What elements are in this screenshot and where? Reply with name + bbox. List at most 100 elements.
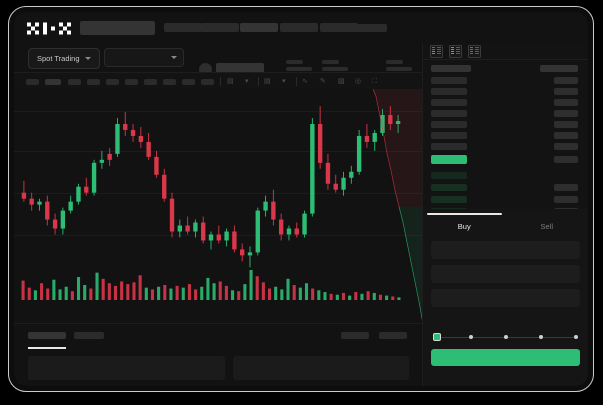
bid-row-size[interactable] xyxy=(554,196,578,203)
slider-stop-25[interactable] xyxy=(469,335,474,339)
gridline-3 xyxy=(14,193,423,194)
price-field[interactable] xyxy=(431,241,580,259)
ask-row-size[interactable] xyxy=(554,121,578,128)
ask-row-price[interactable] xyxy=(431,132,467,139)
ask-row-price[interactable] xyxy=(431,121,467,128)
timeframe-5[interactable] xyxy=(106,79,119,85)
ticker-stat-3 xyxy=(386,60,412,71)
timeframe-3[interactable] xyxy=(68,79,81,85)
tab-sell[interactable]: Sell xyxy=(540,221,553,231)
amount-percent-slider[interactable] xyxy=(433,333,578,341)
nav-item-5[interactable] xyxy=(320,23,358,32)
ask-row-size[interactable] xyxy=(554,77,578,84)
ticker-stat-2 xyxy=(322,60,348,71)
orders-panel xyxy=(14,323,423,386)
pencil-icon[interactable]: ✎ xyxy=(320,78,326,85)
ticker-stat-3-value xyxy=(386,67,412,71)
orderbook-col-size xyxy=(540,65,578,72)
market-type-label: Spot Trading xyxy=(37,54,80,63)
bottom-tab-active-underline xyxy=(28,347,66,349)
ask-row-size[interactable] xyxy=(554,110,578,117)
timeframe-9[interactable] xyxy=(182,79,195,85)
toolbar-divider-2 xyxy=(258,77,259,86)
bottom-panel-left xyxy=(28,356,225,380)
depth-overlay xyxy=(373,89,423,324)
submit-order-button[interactable] xyxy=(431,349,580,366)
nav-item-1[interactable] xyxy=(164,23,202,32)
ask-row-price[interactable] xyxy=(431,88,467,95)
market-type-dropdown[interactable]: Spot Trading xyxy=(28,48,100,69)
gridline-1 xyxy=(14,111,423,112)
tab-buy[interactable]: Buy xyxy=(457,221,471,231)
orderbook-layout-switcher xyxy=(430,45,481,58)
ticker-stat-1 xyxy=(286,60,312,71)
fullscreen-icon[interactable]: ⛶ xyxy=(372,78,377,85)
timeframe-7[interactable] xyxy=(144,79,157,85)
ask-row-price[interactable] xyxy=(431,99,467,106)
timeframe-6[interactable] xyxy=(125,79,138,85)
bid-row-price[interactable] xyxy=(431,184,467,191)
ticker-stat-2-label xyxy=(322,60,339,64)
timeframe-1[interactable] xyxy=(26,79,39,85)
nav-item-3[interactable] xyxy=(240,23,278,32)
candlestick-series xyxy=(21,106,401,268)
search-input[interactable] xyxy=(80,21,155,35)
gridline-2 xyxy=(14,151,423,152)
ticker-stat-1-value xyxy=(286,67,312,71)
device-frame: Spot Trading xyxy=(8,6,594,392)
timeframe-2-active[interactable] xyxy=(45,79,61,85)
orderbook[interactable] xyxy=(423,60,588,250)
slider-handle[interactable] xyxy=(433,333,441,341)
ask-row-price[interactable] xyxy=(431,77,467,84)
bid-row-price[interactable] xyxy=(431,172,467,179)
orderbook-layout-asks-icon[interactable] xyxy=(468,45,481,58)
orderbook-last-size xyxy=(554,156,578,163)
ask-row-size[interactable] xyxy=(554,143,578,150)
price-chart[interactable] xyxy=(14,89,423,324)
ask-row-size[interactable] xyxy=(554,99,578,106)
indicator-icon[interactable]: ▤ xyxy=(264,78,271,85)
bottom-action-2[interactable] xyxy=(379,332,407,339)
bid-row-price[interactable] xyxy=(431,196,467,203)
total-field[interactable] xyxy=(431,289,580,307)
bottom-tab-1[interactable] xyxy=(28,332,66,339)
chevron-down-icon xyxy=(84,57,91,60)
amount-field[interactable] xyxy=(431,265,580,283)
ask-row-size[interactable] xyxy=(554,88,578,95)
bottom-panel-right xyxy=(233,356,409,380)
bottom-action-1[interactable] xyxy=(341,332,369,339)
nav-item-6[interactable] xyxy=(355,24,387,32)
buy-tab-underline xyxy=(427,213,502,215)
orderbook-col-price xyxy=(431,65,471,72)
orderbook-layout-both-icon[interactable] xyxy=(430,45,443,58)
orderbook-layout-bids-icon[interactable] xyxy=(449,45,462,58)
ask-row-price[interactable] xyxy=(431,110,467,117)
timeframe-10[interactable] xyxy=(201,79,214,85)
candle-type-icon[interactable]: ▤ xyxy=(227,78,234,85)
trading-pair-select[interactable] xyxy=(104,48,184,67)
line-tool-icon[interactable]: ∿ xyxy=(302,78,308,85)
nav-item-2[interactable] xyxy=(201,23,239,32)
top-navigation-bar xyxy=(14,12,588,43)
chevron-down-icon-chart[interactable]: ▾ xyxy=(245,78,249,85)
bottom-tab-2[interactable] xyxy=(74,332,104,339)
nav-item-4[interactable] xyxy=(280,23,318,32)
camera-icon[interactable]: ▨ xyxy=(338,78,345,85)
settings-icon[interactable]: ◎ xyxy=(355,78,362,85)
bid-row-size[interactable] xyxy=(554,184,578,191)
timeframe-8[interactable] xyxy=(163,79,176,85)
ticker-stat-2-value xyxy=(322,67,348,71)
slider-stop-75[interactable] xyxy=(538,335,543,339)
okx-logo[interactable] xyxy=(27,22,71,35)
buy-sell-tabs: Buy Sell xyxy=(423,215,588,237)
ask-row-size[interactable] xyxy=(554,132,578,139)
ticker-stat-1-label xyxy=(286,60,303,64)
ticker-stat-3-label xyxy=(386,60,403,64)
slider-stop-50[interactable] xyxy=(504,335,509,339)
toolbar-divider-1 xyxy=(220,77,221,86)
orderbook-last-price xyxy=(431,155,467,164)
timeframe-4[interactable] xyxy=(87,79,100,85)
ask-row-price[interactable] xyxy=(431,143,467,150)
chevron-down-icon-indicator[interactable]: ▾ xyxy=(282,78,286,85)
slider-stop-100[interactable] xyxy=(573,335,578,339)
